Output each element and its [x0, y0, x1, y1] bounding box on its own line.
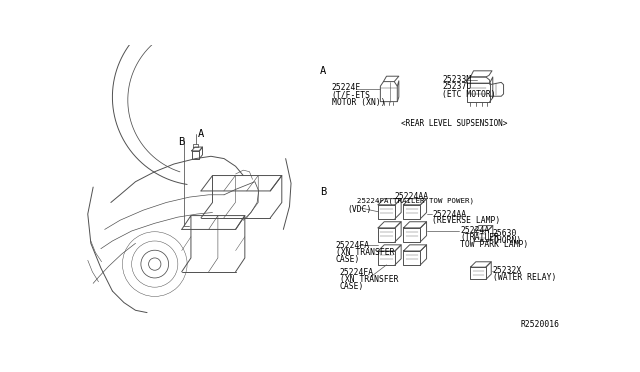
- Text: 25224AA: 25224AA: [432, 210, 466, 219]
- Text: <REAR LEVEL SUPSENSION>: <REAR LEVEL SUPSENSION>: [401, 119, 508, 128]
- Text: 25630: 25630: [493, 230, 517, 238]
- Text: A: A: [198, 129, 204, 140]
- Text: A: A: [320, 66, 326, 76]
- Text: 25224FA: 25224FA: [340, 268, 374, 277]
- Text: (REVERSE LAMP): (REVERSE LAMP): [432, 217, 500, 225]
- Text: B: B: [178, 137, 184, 147]
- Text: (XN TRANSFER: (XN TRANSFER: [336, 248, 394, 257]
- Text: (HORN): (HORN): [493, 236, 522, 246]
- Text: 25224F: 25224F: [332, 83, 361, 92]
- Text: 25232X: 25232X: [493, 266, 522, 275]
- Text: CASE): CASE): [336, 255, 360, 264]
- Text: 25233M: 25233M: [442, 75, 471, 84]
- Text: 25224A: 25224A: [460, 226, 490, 235]
- Text: (XN TRANSFER: (XN TRANSFER: [340, 275, 398, 284]
- Text: 25224FA(TRAILER TOW POWER): 25224FA(TRAILER TOW POWER): [357, 197, 474, 203]
- Text: (ETC MOTOR): (ETC MOTOR): [442, 90, 495, 99]
- Text: B: B: [320, 187, 326, 197]
- Text: 25237U: 25237U: [442, 82, 471, 92]
- Text: MOTOR (XN)): MOTOR (XN)): [332, 98, 385, 107]
- Text: R2520016: R2520016: [520, 320, 559, 329]
- Text: (WATER RELAY): (WATER RELAY): [493, 273, 556, 282]
- Text: 25224FA: 25224FA: [336, 241, 370, 250]
- Text: (TRAILER: (TRAILER: [460, 233, 499, 242]
- Text: 25224AA: 25224AA: [394, 192, 428, 202]
- Text: (VDC): (VDC): [348, 205, 372, 214]
- Text: CASE): CASE): [340, 282, 364, 291]
- Text: TOW PARK LAMP): TOW PARK LAMP): [460, 240, 529, 249]
- Text: (T/F-ETS: (T/F-ETS: [332, 91, 371, 100]
